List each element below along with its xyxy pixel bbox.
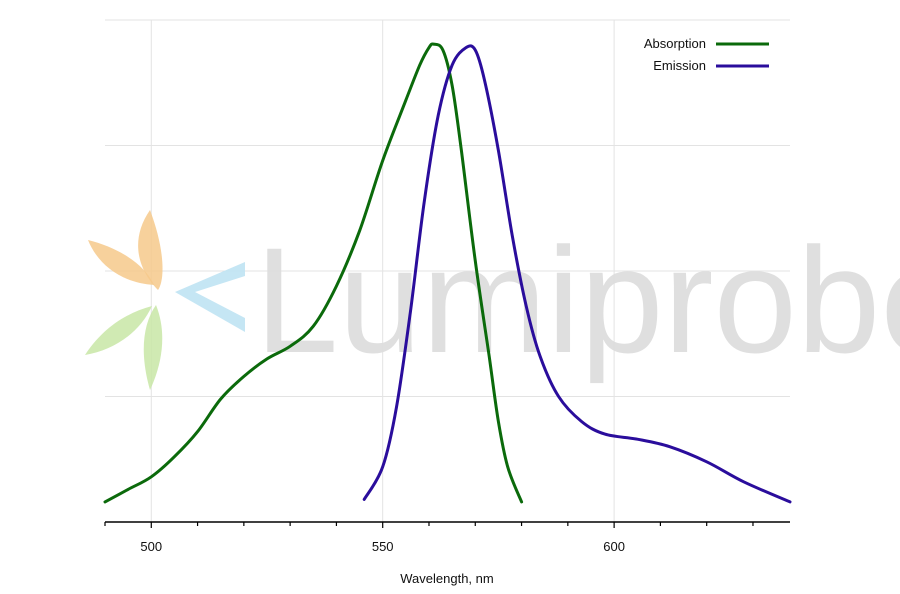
series-line-absorption [103, 42, 524, 504]
x-tick-label: 550 [372, 539, 394, 554]
watermark-petal-green [143, 305, 163, 390]
series-lines [103, 42, 792, 504]
watermark-petal-green-2 [85, 306, 152, 355]
legend-label-emission: Emission [653, 58, 706, 73]
lumiprobe-watermark: Lumiprobe [85, 210, 900, 390]
x-ticks: 500 550 600 [104, 522, 754, 554]
watermark-petal-orange [138, 210, 163, 290]
x-tick-label: 500 [140, 539, 162, 554]
watermark-text: Lumiprobe [255, 216, 900, 384]
x-axis-label: Wavelength, nm [400, 571, 493, 586]
watermark-chevron-blue [175, 262, 245, 332]
watermark-petal-orange-2 [88, 240, 154, 285]
series-line-emission [362, 44, 792, 504]
x-tick-label: 600 [603, 539, 625, 554]
legend: Absorption Emission [644, 36, 769, 73]
legend-label-absorption: Absorption [644, 36, 706, 51]
